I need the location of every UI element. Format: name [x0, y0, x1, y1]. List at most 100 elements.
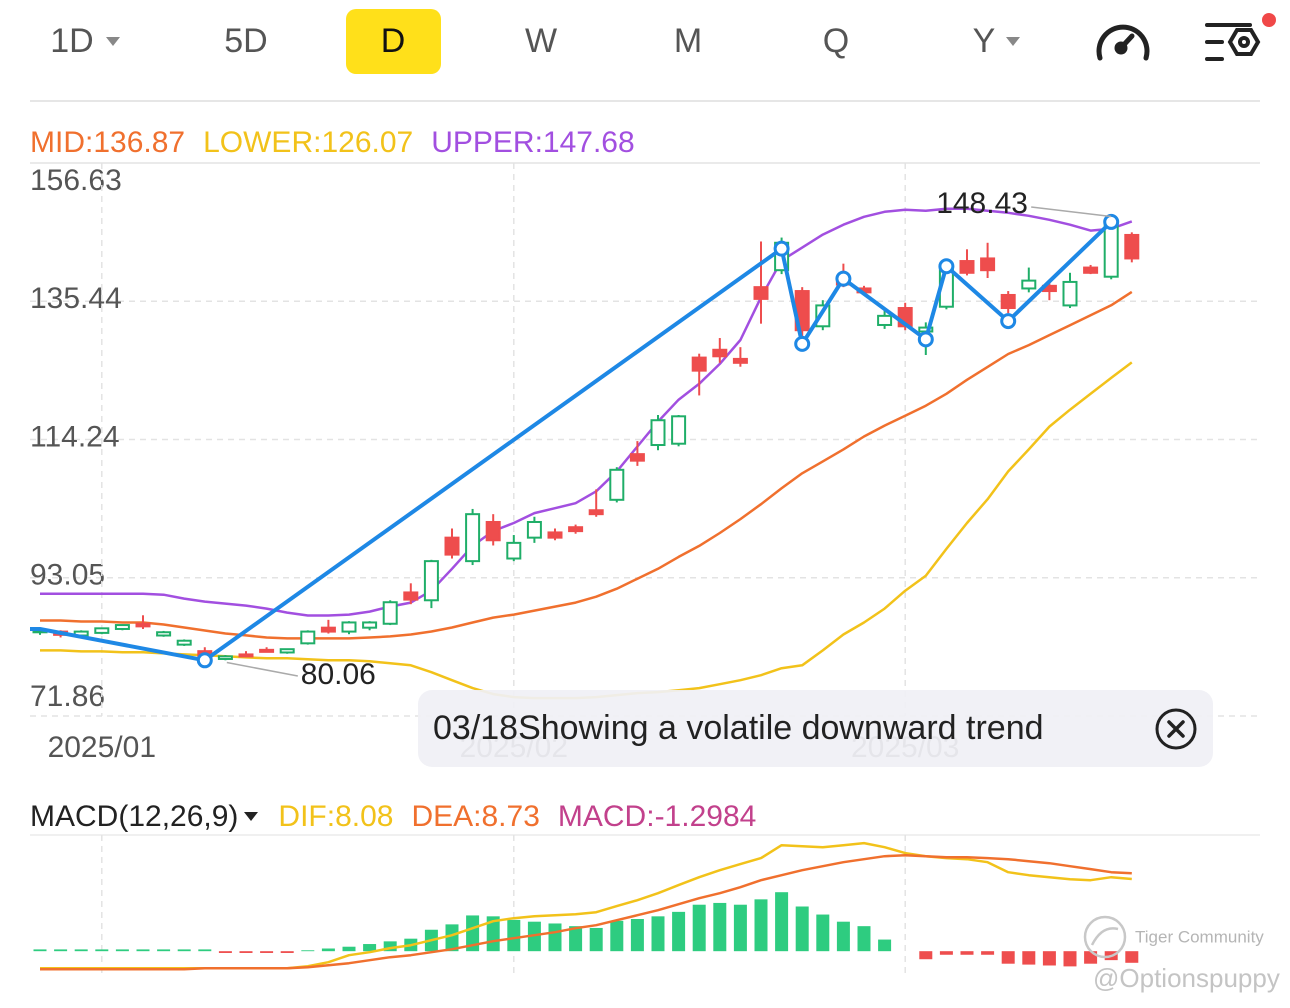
candle-body [526, 520, 542, 539]
macd-bar [95, 949, 109, 952]
macd-bar [836, 921, 850, 952]
watermark-logo [1083, 915, 1127, 959]
trend-point [196, 652, 213, 669]
legend-name: DEA: [411, 800, 482, 833]
candle-body [568, 526, 584, 533]
timeframe-tab[interactable]: Y [973, 22, 996, 60]
trend-point [917, 331, 934, 348]
trend-point [773, 240, 790, 257]
candle-body [815, 304, 831, 328]
macd-bar [589, 927, 603, 952]
candle-body [156, 631, 172, 637]
legend-name: UPPER: [431, 126, 543, 159]
macd-bar [136, 949, 150, 952]
trend-point [835, 270, 852, 287]
trend-point [1103, 213, 1120, 230]
macd-legend: MACD(12,26,9) DIF: 8.08 DEA: 8.73 MACD: -1.298… [30, 800, 774, 834]
candle-body [362, 621, 378, 629]
macd-bar [981, 951, 995, 955]
candle-body [217, 655, 233, 660]
macd-title: MACD(12,26,9) [30, 800, 239, 833]
tooltip-date: 03/18 [433, 709, 519, 747]
candle-body [465, 513, 481, 563]
y-tick-label: 135.44 [30, 282, 122, 315]
candle-body [114, 624, 130, 630]
close-button[interactable] [1154, 707, 1198, 751]
trend-point [938, 258, 955, 275]
macd-bar [466, 915, 480, 952]
timeframe-tab[interactable]: 1D [50, 22, 93, 60]
macd-bar [569, 926, 583, 952]
macd-bar [960, 951, 974, 955]
macd-bar [713, 902, 727, 952]
candle-body [506, 541, 522, 560]
macd-bar [651, 916, 665, 952]
dropdown-icon [1006, 37, 1020, 46]
band-line [40, 207, 1133, 617]
timeframe-tab[interactable]: M [674, 22, 702, 60]
candle-body [238, 653, 254, 658]
candle-body [300, 630, 316, 645]
dropdown-icon [106, 37, 120, 46]
macd-bar [280, 951, 294, 953]
timeframe-tab[interactable]: W [525, 22, 557, 60]
trend-point [1000, 313, 1017, 330]
macd-bar [383, 941, 397, 952]
macd-bar [157, 949, 171, 952]
legend-value: -1.2984 [654, 800, 757, 833]
candle-body [588, 509, 604, 516]
candle-body [485, 520, 501, 542]
macd-bar [672, 911, 686, 952]
legend-value: 8.73 [481, 800, 540, 833]
candle-body [135, 622, 151, 628]
candle-body [650, 419, 666, 447]
timeframe-tab[interactable]: 5D [224, 22, 267, 60]
timeframe-tab[interactable]: Q [823, 22, 849, 60]
legend-name: MID: [30, 126, 94, 159]
timeframe-tab[interactable]: D [381, 22, 406, 60]
y-tick-label: 156.63 [30, 164, 122, 197]
macd-bar [301, 950, 315, 952]
macd-bar [445, 924, 459, 952]
macd-bar [630, 919, 644, 952]
macd-bar [795, 906, 809, 952]
settings-icon[interactable] [1205, 23, 1261, 61]
macd-bar [54, 949, 68, 952]
candle-body [712, 348, 728, 358]
macd-bar [260, 951, 274, 953]
tab-highlight [346, 9, 441, 74]
candle-body [444, 536, 460, 556]
macd-bar [342, 946, 356, 952]
band-line [40, 290, 1133, 640]
candle-body [547, 531, 563, 539]
legend-name: DIF: [278, 800, 336, 833]
candle-body [279, 648, 295, 654]
macd-bar [692, 904, 706, 952]
legend-value: 136.87 [93, 126, 186, 159]
legend-value: 8.08 [335, 800, 394, 833]
watermark-user: @Optionspuppy [1093, 963, 1280, 993]
y-tick-label: 114.24 [30, 420, 120, 453]
macd-bar [754, 899, 768, 952]
candle-body [1062, 280, 1078, 307]
macd-bar [198, 949, 212, 952]
macd-bar [177, 949, 191, 952]
macd-bar [919, 951, 933, 960]
dropdown-icon[interactable] [238, 807, 264, 827]
macd-bar [1022, 951, 1036, 965]
macd-bar [548, 923, 562, 952]
candle-body [1000, 293, 1016, 310]
candle-body [94, 627, 110, 634]
macd-bar [878, 939, 892, 952]
max-annotation: 148.43 [936, 187, 1028, 220]
macd-bar [939, 951, 953, 955]
band-legend: MID: 136.87 LOWER: 126.07 UPPER: 147.68 [30, 126, 653, 160]
legend-name: LOWER: [203, 126, 322, 159]
candle-body [341, 621, 357, 633]
indicator-speed-icon[interactable] [1096, 24, 1150, 61]
candle-body [732, 357, 748, 364]
macd-bar [115, 949, 129, 952]
macd-bar [218, 951, 232, 953]
macd-bar [1125, 951, 1139, 963]
